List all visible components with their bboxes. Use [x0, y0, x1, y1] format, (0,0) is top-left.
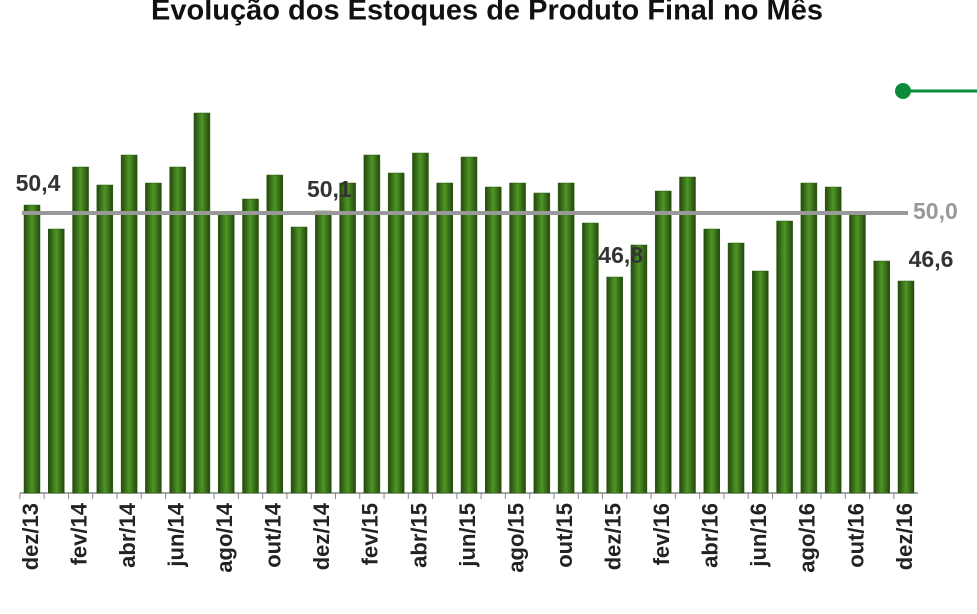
chart-title: Evolução dos Estoques de Produto Final n… [151, 0, 823, 27]
x-tick-label: jun/16 [746, 503, 771, 568]
x-tick-label: out/14 [261, 502, 286, 568]
value-label: 50,4 [16, 170, 61, 196]
x-tick-label: jun/14 [163, 502, 188, 567]
bar [72, 166, 89, 494]
bar [120, 154, 138, 494]
x-tick-label: fev/15 [358, 503, 383, 565]
bar [509, 182, 526, 494]
bar [145, 182, 162, 494]
x-tick-label: dez/13 [18, 503, 43, 570]
bar [703, 228, 721, 494]
x-tick-label: abr/16 [698, 503, 723, 568]
bar [752, 270, 769, 494]
bar [436, 182, 453, 494]
x-tick-label: dez/15 [600, 503, 625, 570]
bar [654, 190, 672, 494]
bar [679, 176, 696, 494]
x-tick-label: out/15 [552, 503, 577, 568]
bar [849, 214, 866, 494]
legend-dot [895, 83, 911, 99]
bar [387, 172, 405, 494]
x-tick-label: ago/15 [503, 503, 528, 573]
bar [290, 226, 308, 494]
bar [533, 192, 551, 494]
bar [606, 276, 623, 494]
x-tick-label: fev/14 [66, 502, 91, 565]
bar [315, 210, 332, 494]
bar [96, 184, 114, 494]
bar [23, 204, 41, 494]
x-tick-label: dez/14 [309, 502, 334, 570]
bar [582, 222, 599, 494]
bar [242, 198, 259, 494]
value-label: 46,6 [909, 246, 954, 272]
bar [776, 220, 793, 494]
x-tick-label: ago/16 [795, 503, 820, 573]
reference-label: 50,0 [913, 198, 958, 224]
bar [48, 228, 65, 494]
x-tick-label: abr/15 [406, 503, 431, 568]
bar [412, 152, 429, 494]
bar [824, 186, 842, 494]
bar [169, 166, 186, 494]
value-label: 50,1 [307, 176, 352, 202]
bar [557, 182, 575, 494]
bar [217, 212, 235, 494]
bar [727, 242, 745, 494]
bar [485, 186, 502, 494]
x-tick-label: jun/15 [455, 503, 480, 568]
bar [800, 182, 818, 494]
bar [630, 244, 648, 494]
bar [339, 182, 356, 494]
bar [460, 156, 478, 494]
bar [193, 112, 211, 494]
bar [363, 154, 381, 494]
x-tick-label: abr/14 [115, 502, 140, 568]
x-tick-label: ago/14 [212, 502, 237, 572]
bar [873, 260, 890, 494]
x-tick-label: fev/16 [649, 503, 674, 565]
bar [266, 174, 284, 494]
bar [897, 280, 915, 494]
x-tick-label: out/16 [843, 503, 868, 568]
value-label: 46,8 [598, 242, 643, 268]
x-tick-label: dez/16 [892, 503, 917, 570]
